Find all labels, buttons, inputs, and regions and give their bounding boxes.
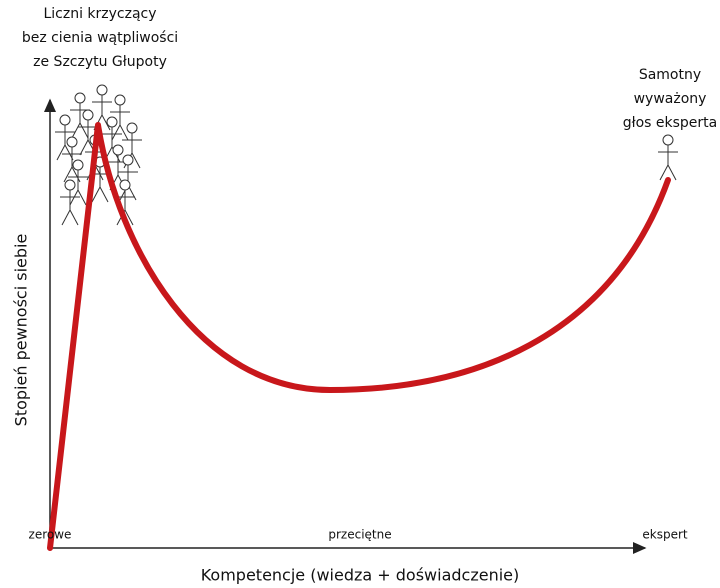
figure-part — [59, 114, 71, 126]
figure-part — [122, 154, 134, 166]
figure-part — [131, 152, 141, 169]
figure-part — [91, 186, 101, 203]
x-label: zerowe — [29, 528, 72, 542]
figure-part — [101, 114, 111, 131]
crowd-note: Liczni krzyczący — [43, 6, 156, 22]
figure-part — [662, 134, 674, 146]
figure-part — [61, 209, 71, 226]
figure-part — [114, 94, 126, 106]
figure-part — [72, 159, 84, 171]
figure-part — [77, 189, 87, 206]
x-label: ekspert — [642, 528, 688, 542]
crowd-note: bez cienia wątpliwości — [22, 30, 178, 46]
figure-part — [66, 136, 78, 148]
figure-part — [126, 122, 138, 134]
figure-part — [82, 109, 94, 121]
figure-part — [94, 164, 104, 181]
y-axis-title: Stopień pewności siebie — [12, 234, 31, 427]
figure-part — [112, 144, 124, 156]
figure-part — [124, 209, 134, 226]
confidence-curve — [47, 122, 671, 551]
expert-note: wyważony — [634, 91, 707, 107]
x-label: przeciętne — [328, 528, 391, 542]
figure-part — [71, 166, 81, 183]
figure-part — [79, 139, 89, 156]
stick-figures — [55, 84, 678, 226]
figure-part — [119, 124, 129, 141]
figure-part — [56, 144, 66, 161]
figure-part — [659, 164, 669, 181]
figure-part — [79, 122, 89, 139]
figure-part — [74, 92, 86, 104]
figure-part — [99, 186, 109, 203]
figure-part — [106, 116, 118, 128]
figure-part — [111, 124, 121, 141]
figure-part — [63, 166, 73, 183]
figure-part — [64, 179, 76, 191]
figure-part — [667, 164, 677, 181]
expert-note: Samotny — [639, 67, 701, 83]
figure-part — [69, 209, 79, 226]
figure-part — [96, 84, 108, 96]
crowd-note: ze Szczytu Głupoty — [33, 54, 167, 70]
x-axis-title: Kompetencje (wiedza + doświadczenie) — [201, 566, 520, 585]
figure-part — [71, 122, 81, 139]
figure-part — [119, 179, 131, 191]
expert-note: głos eksperta — [623, 115, 718, 131]
